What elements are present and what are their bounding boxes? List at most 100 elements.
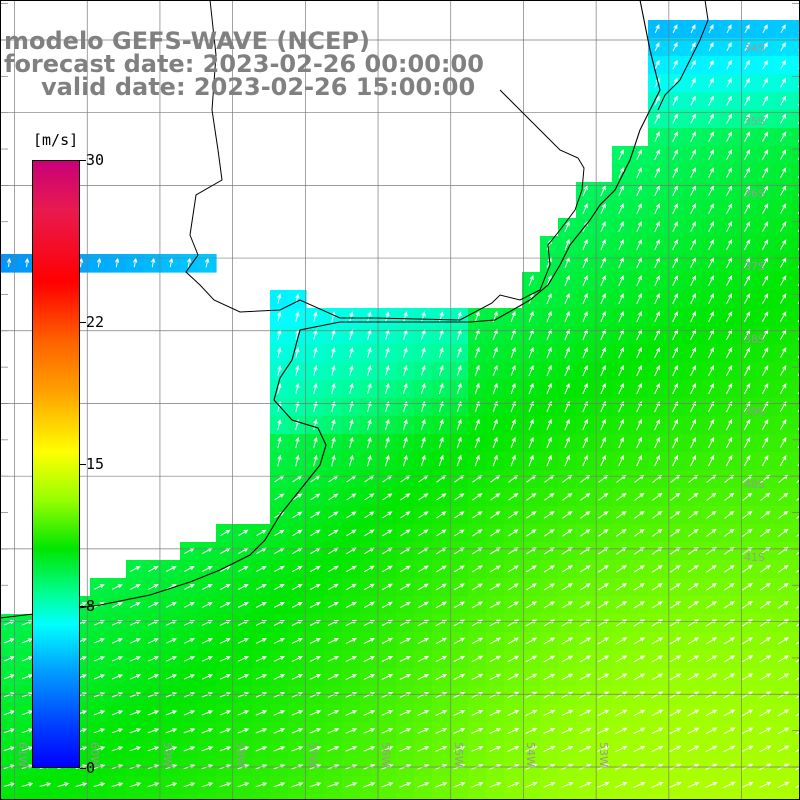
wind-arrow [723,601,735,609]
wind-arrow [403,347,408,358]
wind-arrow [489,728,502,734]
colorbar-tick-label: 22 [86,313,105,331]
wind-arrow [779,131,787,142]
wind-arrow [654,418,660,431]
wind-arrow [3,674,16,680]
wind-arrow [761,131,769,142]
wind-arrow [382,529,393,537]
wind-arrow [309,637,322,644]
latitude-label: 40S [744,478,765,491]
wind-arrow [438,347,444,358]
wind-arrow [363,656,376,662]
wind-arrow [633,781,646,788]
wind-arrow [633,601,645,609]
latitude-label: 34S [744,42,765,55]
wind-arrow [672,203,678,215]
wind-arrow [795,659,800,663]
wind-arrow [291,565,303,573]
wind-cell [792,776,800,795]
wind-arrow [345,601,357,609]
wind-arrow [456,418,462,431]
wind-arrow [597,655,610,663]
wind-arrow [96,257,102,268]
longitude-label: 58W [234,742,247,767]
wind-arrow [688,528,699,537]
wind-arrow [562,529,573,537]
wind-arrow [723,673,736,681]
wind-arrow [582,185,588,197]
wind-arrow [456,347,462,358]
wind-cell [792,614,800,633]
wind-arrow [255,728,268,734]
wind-arrow [723,709,736,717]
wind-arrow [309,692,322,698]
wind-arrow [669,781,682,788]
wind-arrow [687,565,699,573]
wind-arrow [508,493,519,501]
wind-arrow [349,454,354,467]
wind-arrow [636,221,642,233]
wind-arrow [672,329,678,341]
wind-arrow [582,293,588,305]
wind-arrow [743,365,751,377]
wind-arrow [256,565,267,573]
wind-arrow [331,347,336,358]
wind-arrow [291,782,304,788]
wind-arrow [345,583,357,591]
wind-arrow [219,583,231,590]
wind-arrow [687,619,700,627]
wind-cell [234,794,253,800]
wind-arrow [651,745,664,753]
wind-arrow [3,656,15,662]
wind-arrow [438,329,444,340]
wind-arrow [165,638,177,644]
wind-arrow [582,346,588,359]
wind-arrow [779,311,787,323]
wind-arrow [705,583,717,591]
wind-arrow [273,674,286,680]
wind-arrow [363,782,376,788]
wind-arrow [381,565,393,573]
wind-cell [792,416,800,435]
wind-arrow [654,329,660,341]
wind-arrow [93,584,105,590]
wind-cell [792,434,800,453]
wind-arrow [255,710,268,716]
wind-arrow [273,746,286,752]
latitude-label: 37S [744,260,765,273]
wind-arrow [129,656,142,662]
colorbar-tick-mark [80,160,86,161]
wind-arrow [779,185,787,196]
wind-arrow [402,454,408,467]
wind-cell [378,794,397,800]
wind-arrow [759,564,771,573]
wind-arrow [651,673,664,681]
wind-arrow [382,493,393,501]
wind-arrow [779,149,787,160]
wind-arrow [528,275,534,287]
wind-arrow [363,565,375,573]
wind-arrow [489,601,502,609]
wind-arrow [690,382,697,395]
wind-arrow [399,637,412,645]
wind-arrow [349,383,354,395]
wind-arrow [777,619,789,627]
wind-arrow [384,418,390,431]
wind-arrow [543,637,556,645]
wind-arrow [417,601,429,609]
wind-arrow [725,455,733,467]
wind-arrow [690,436,696,449]
wind-arrow [690,419,696,431]
wind-arrow [93,656,106,662]
wind-arrow [57,782,70,788]
wind-arrow [759,619,771,627]
wind-arrow [779,329,787,341]
wind-arrow [761,149,769,160]
wind-arrow [345,692,358,698]
wind-arrow [779,419,787,431]
wind-arrow [726,149,733,160]
wind-arrow [726,239,733,251]
wind-arrow [313,454,318,467]
